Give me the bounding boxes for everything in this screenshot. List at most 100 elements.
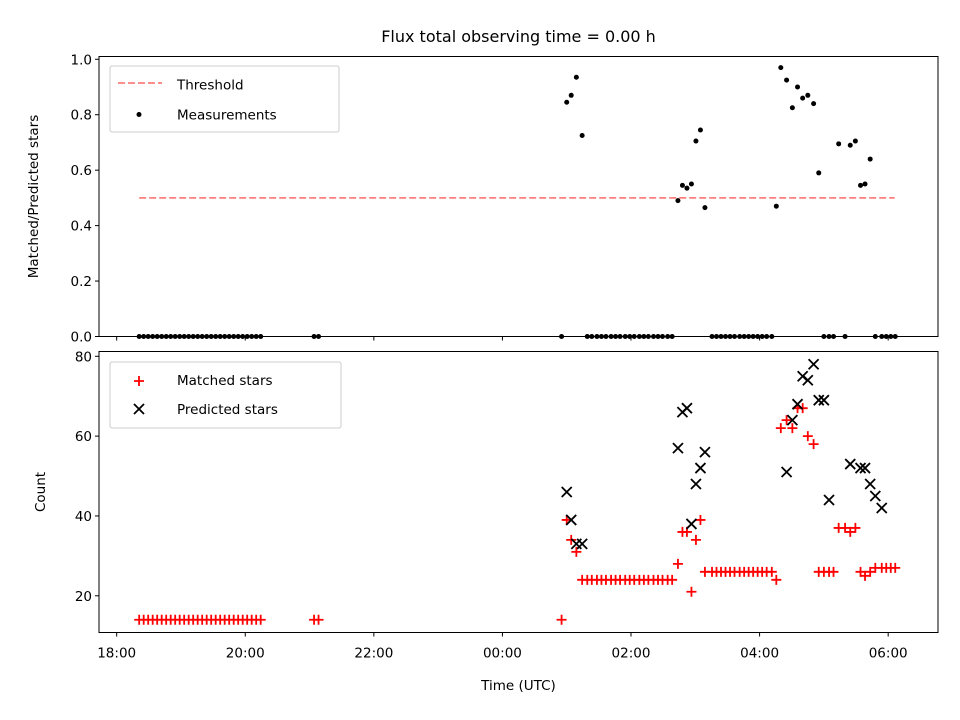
measurement-point: [773, 203, 779, 209]
predicted-star-point: [694, 462, 707, 474]
measurement-point: [579, 133, 585, 139]
matched-star-point: [556, 614, 567, 625]
bottom-x-tick-label: 02:00: [612, 646, 651, 662]
predicted-star-point: [859, 462, 871, 474]
matched-legend-label: Matched stars: [177, 373, 273, 389]
matched-star-point: [781, 415, 792, 426]
predicted-star-point: [561, 486, 573, 498]
measurement-point: [847, 142, 853, 148]
matched-star-point: [890, 562, 901, 573]
measurement-point: [800, 95, 806, 101]
matched-star-point: [313, 614, 324, 625]
predicted-star-point: [681, 402, 693, 414]
measurement-point: [697, 127, 703, 133]
measurement-point: [693, 138, 699, 144]
bottom-x-tick-label: 18:00: [97, 646, 136, 662]
predicted-star-point: [791, 398, 804, 410]
predicted-star-point: [869, 490, 881, 502]
top-legend: Threshold Measurements: [109, 65, 340, 133]
top-y-tick-label: 0.0: [71, 330, 92, 346]
top-y-axis-label: Matched/Predicted stars: [26, 115, 42, 278]
matched-star-point: [695, 514, 706, 525]
predicted-star-point: [780, 466, 793, 478]
measurement-point: [679, 182, 685, 188]
measurement-point: [675, 198, 681, 204]
bottom-x-tick-label: 22:00: [354, 646, 393, 662]
top-axes-frame: [98, 56, 939, 337]
predicted-star-point: [818, 394, 830, 406]
top-y-tick-label: 0.8: [71, 108, 92, 124]
predicted-star-point: [807, 358, 820, 370]
predicted-star-point: [864, 478, 876, 490]
predicted-star-point: [802, 374, 814, 386]
matched-star-point: [775, 423, 786, 434]
predicted-star-point: [690, 478, 702, 490]
matched-star-point: [865, 566, 876, 577]
top-x-ticks: [116, 336, 889, 341]
measurement-point: [568, 92, 574, 98]
measurement-point: [688, 181, 694, 187]
measurement-point: [867, 156, 873, 162]
bottom-y-tick-label: 20: [75, 589, 92, 605]
matched-legend-marker: [134, 376, 144, 386]
bottom-x-tick-label: 04:00: [740, 646, 779, 662]
predicted-star-point: [823, 494, 835, 506]
matched-star-point: [690, 534, 701, 545]
measurement-point: [778, 65, 784, 71]
bottom-x-tick-label: 00:00: [483, 646, 522, 662]
predicted-star-point: [786, 414, 799, 426]
predicted-star-point: [576, 538, 588, 550]
measurement-point: [564, 99, 570, 105]
bottom-y-tick-label: 80: [75, 349, 92, 365]
predicted-legend-marker: [133, 403, 145, 415]
measurement-point: [836, 141, 842, 147]
matched-star-point: [667, 574, 678, 585]
predicted-star-point: [844, 458, 856, 470]
matched-star-point: [860, 570, 871, 581]
measurement-point: [852, 138, 858, 144]
measurements-legend-label: Measurements: [177, 108, 277, 124]
top-y-tick-label: 1.0: [71, 52, 92, 68]
matched-star-point: [808, 439, 819, 450]
measurement-point: [795, 84, 801, 90]
bottom-y-ticks: 20 40 60 80: [75, 349, 99, 605]
predicted-star-point: [876, 502, 888, 514]
matched-star-point: [766, 566, 777, 577]
predicted-star-point: [672, 442, 684, 454]
bottom-legend-box: [109, 361, 342, 429]
predicted-star-point: [813, 394, 825, 406]
matched-star-point: [850, 522, 861, 533]
top-y-tick-label: 0.6: [71, 163, 92, 179]
matched-star-point: [672, 558, 683, 569]
predicted-star-point: [565, 514, 577, 526]
matched-star-point: [686, 586, 697, 597]
predicted-star-point: [854, 462, 867, 474]
bottom-legend: Matched stars Predicted stars: [109, 361, 342, 429]
matched-star-point: [845, 526, 856, 537]
top-y-ticks: 0.0 0.2 0.4 0.6 0.8 1.0: [71, 52, 99, 346]
top-panel: Flux total observing time = 0.00 h 0.00.…: [26, 27, 939, 346]
x-axis-label: Time (UTC): [480, 678, 556, 694]
threshold-legend-label: Threshold: [176, 78, 244, 94]
bottom-y-tick-label: 40: [75, 509, 92, 525]
matched-star-point: [802, 431, 813, 442]
matched-star-point: [771, 574, 782, 585]
measurement-point: [862, 181, 868, 187]
measurement-point: [816, 170, 822, 176]
matched-star-point: [255, 614, 266, 625]
bottom-x-tick-label: 20:00: [226, 646, 265, 662]
measurement-point: [573, 74, 579, 80]
measurement-point: [684, 185, 690, 191]
measurement-point: [811, 101, 817, 107]
bottom-x-tick-label: 06:00: [869, 646, 908, 662]
bottom-x-ticks: 18:00 20:00 22:00 00:00 02:00 04:00 06:00: [97, 632, 908, 662]
bottom-panel: 20 40 60 80 18:00 20:00 22:00 00:00 02:00 04:00 0…: [33, 349, 939, 694]
bottom-axes-frame: [98, 351, 939, 633]
bottom-y-axis-label: Count: [33, 472, 49, 512]
predicted-star-point: [685, 518, 698, 530]
predicted-star-point: [699, 446, 711, 458]
measurements-legend-marker: [136, 112, 142, 117]
measurement-point: [702, 205, 708, 211]
top-y-tick-label: 0.2: [71, 274, 92, 290]
